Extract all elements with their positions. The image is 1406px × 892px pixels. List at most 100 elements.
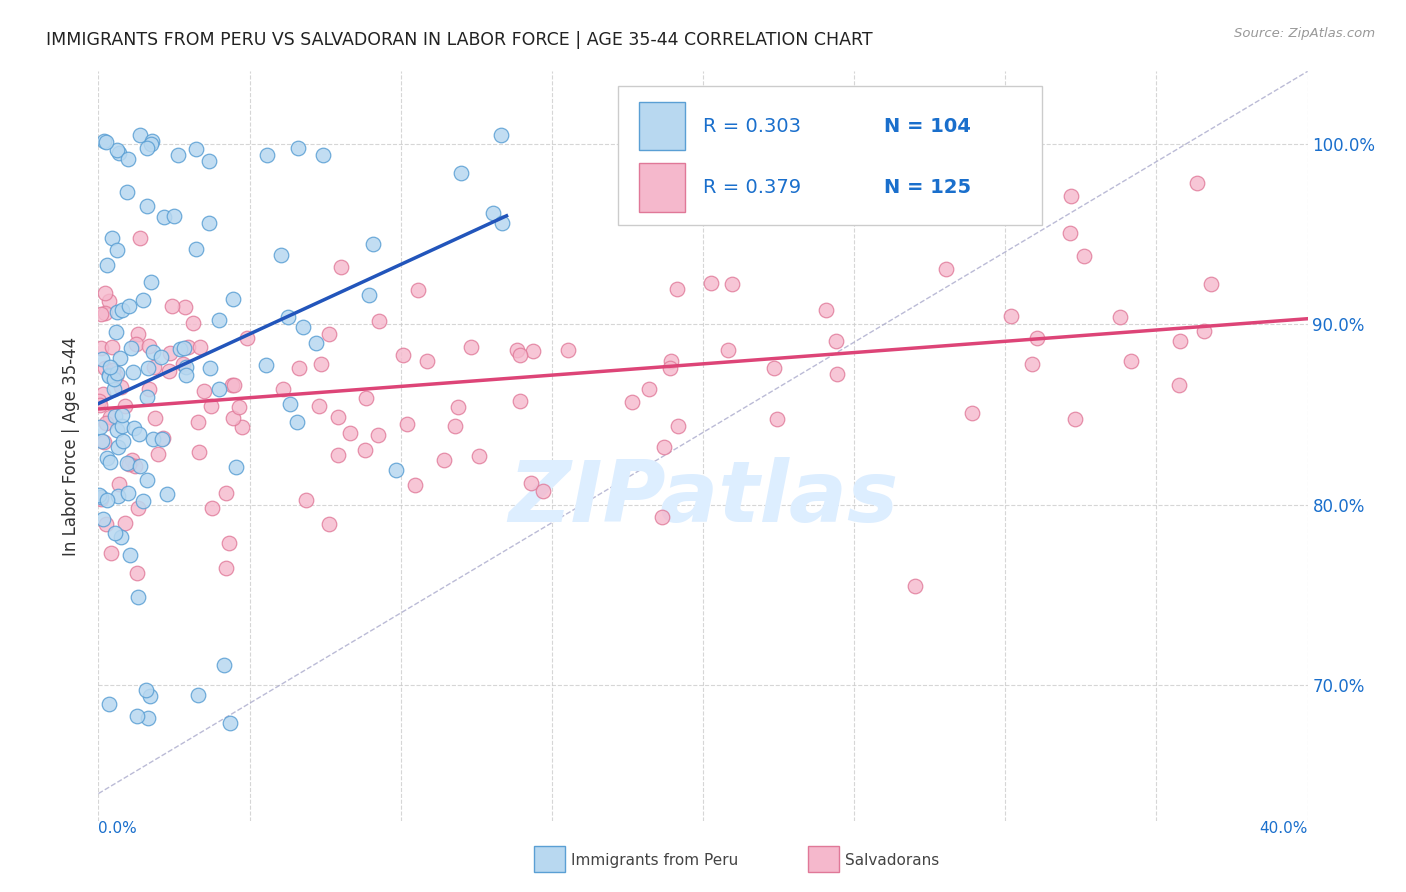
Point bbox=[295, 493, 318, 508]
Point bbox=[311, 357, 333, 371]
Point bbox=[127, 590, 149, 604]
Point bbox=[98, 455, 121, 469]
Point bbox=[136, 360, 159, 375]
Point bbox=[219, 715, 242, 730]
Point bbox=[127, 326, 149, 341]
Point bbox=[91, 512, 114, 526]
Point bbox=[305, 335, 328, 350]
Point bbox=[1021, 357, 1043, 371]
Point bbox=[159, 346, 181, 360]
Point bbox=[406, 283, 429, 297]
Point bbox=[114, 399, 136, 413]
Point bbox=[138, 382, 160, 396]
Point bbox=[96, 451, 118, 466]
Point bbox=[101, 340, 124, 354]
Point bbox=[1060, 189, 1083, 203]
Point bbox=[93, 434, 115, 449]
Point bbox=[222, 411, 245, 425]
Point bbox=[354, 442, 377, 457]
Point bbox=[93, 135, 115, 149]
Point bbox=[222, 292, 245, 306]
Point bbox=[117, 486, 139, 500]
Text: Salvadorans: Salvadorans bbox=[845, 854, 939, 868]
Point bbox=[118, 457, 141, 471]
Point bbox=[763, 361, 786, 376]
Point bbox=[1000, 309, 1022, 323]
Point bbox=[98, 368, 121, 383]
Point bbox=[174, 368, 197, 383]
Point bbox=[1187, 176, 1209, 190]
Point bbox=[221, 377, 243, 392]
Point bbox=[187, 415, 209, 429]
Point bbox=[98, 697, 121, 711]
Point bbox=[107, 440, 129, 454]
Point bbox=[89, 394, 111, 409]
Point bbox=[110, 380, 132, 394]
Point bbox=[200, 399, 222, 413]
Point bbox=[105, 423, 128, 437]
Point bbox=[318, 326, 340, 341]
Point bbox=[339, 426, 361, 441]
Point bbox=[125, 337, 148, 351]
Point bbox=[256, 148, 278, 162]
Point bbox=[136, 390, 159, 404]
Text: 40.0%: 40.0% bbox=[1260, 821, 1308, 836]
Point bbox=[172, 357, 194, 371]
Point bbox=[231, 419, 253, 434]
Point bbox=[129, 231, 152, 245]
Point bbox=[167, 148, 190, 162]
Point bbox=[770, 210, 793, 224]
Point bbox=[104, 409, 127, 424]
Point bbox=[328, 448, 350, 462]
Point bbox=[149, 350, 172, 364]
Point bbox=[201, 500, 224, 515]
Point bbox=[278, 397, 301, 411]
Point bbox=[522, 344, 544, 359]
Text: Immigrants from Peru: Immigrants from Peru bbox=[571, 854, 738, 868]
Point bbox=[108, 145, 131, 160]
Point bbox=[287, 140, 309, 154]
Point bbox=[98, 368, 121, 382]
Point bbox=[122, 421, 145, 435]
Point bbox=[654, 441, 676, 455]
Text: N = 104: N = 104 bbox=[884, 117, 972, 136]
Point bbox=[1059, 226, 1081, 240]
Point bbox=[225, 460, 247, 475]
Point bbox=[285, 415, 308, 429]
Point bbox=[450, 166, 472, 180]
Point bbox=[491, 216, 513, 230]
Point bbox=[468, 449, 491, 463]
Point bbox=[128, 459, 150, 474]
Point bbox=[132, 293, 155, 307]
Point bbox=[396, 417, 419, 432]
Point bbox=[90, 351, 112, 366]
Point bbox=[101, 231, 124, 245]
Point bbox=[723, 204, 745, 219]
Point bbox=[160, 299, 183, 313]
Point bbox=[156, 486, 179, 500]
Point bbox=[766, 412, 789, 426]
Point bbox=[531, 483, 554, 498]
Point bbox=[98, 294, 121, 309]
Point bbox=[94, 416, 117, 430]
Point bbox=[1168, 334, 1191, 348]
Point bbox=[720, 277, 742, 291]
Point bbox=[354, 392, 377, 406]
Point bbox=[115, 456, 138, 470]
Point bbox=[143, 410, 166, 425]
Point bbox=[443, 419, 465, 434]
Point bbox=[103, 372, 125, 386]
Point bbox=[214, 657, 236, 672]
Point bbox=[184, 242, 207, 256]
Point bbox=[110, 530, 132, 544]
Point bbox=[91, 434, 114, 448]
Point bbox=[177, 340, 200, 354]
Point bbox=[118, 299, 141, 313]
Point bbox=[105, 325, 128, 339]
Point bbox=[107, 489, 129, 503]
Point bbox=[96, 517, 118, 532]
Point bbox=[208, 382, 231, 396]
Point bbox=[254, 358, 277, 372]
Point bbox=[187, 689, 209, 703]
Point bbox=[91, 387, 114, 401]
